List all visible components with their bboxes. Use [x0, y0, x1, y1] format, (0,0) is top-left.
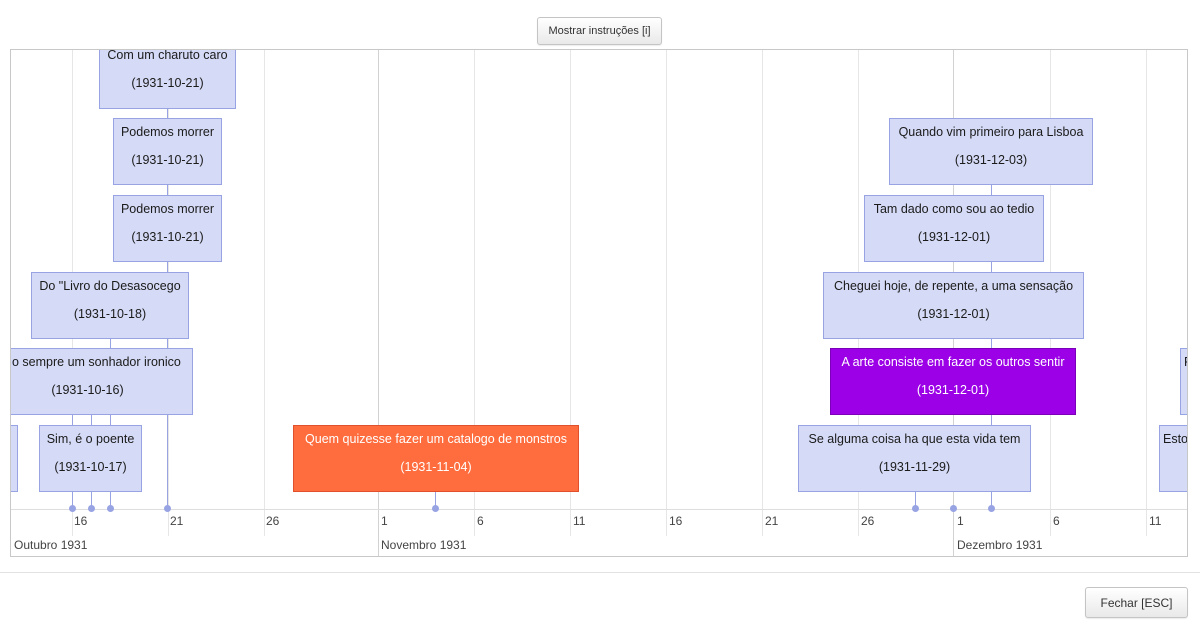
timeline-event[interactable]: Se alguma coisa ha que esta vida tem (19… [798, 425, 1031, 492]
timeline-event[interactable]: Do "Livro do Desasocego (1931-10-18) [31, 272, 189, 339]
timeline-day-ticks: 16 21 26 1 6 11 16 21 26 1 6 11 [11, 50, 1187, 556]
timeline-event[interactable]: Com um charuto caro (1931-10-21) [99, 49, 236, 109]
tick-label: 16 [74, 514, 88, 528]
event-marker-dot[interactable] [912, 505, 919, 512]
tick-label: 6 [1053, 514, 1060, 528]
tick-label: 26 [266, 514, 280, 528]
timeline-event[interactable]: Sim, é o poente (1931-10-17) [39, 425, 142, 492]
timeline-event-highlighted[interactable]: A arte consiste em fazer os outros senti… [830, 348, 1076, 415]
tick-label: 6 [477, 514, 484, 528]
timeline-event[interactable]: o sempre um sonhador ironico (1931-10-16… [11, 348, 193, 415]
timeline-event[interactable]: Tam dado como sou ao tedio (1931-12-01) [864, 195, 1044, 262]
timeline-event-markers [11, 50, 1187, 556]
tick-label: 21 [170, 514, 184, 528]
event-title: Tam dado como sou ao tedio [873, 202, 1035, 216]
timeline-event-selected[interactable]: Quem quizesse fazer um catalogo de monst… [293, 425, 579, 492]
event-marker-dot[interactable] [432, 505, 439, 512]
event-connector [435, 491, 436, 509]
gridline [1146, 50, 1147, 536]
timeline-event[interactable] [11, 425, 18, 492]
tick-label: 11 [573, 514, 586, 528]
event-marker-dot[interactable] [88, 505, 95, 512]
event-marker-dot[interactable] [164, 505, 171, 512]
event-date: (1931-12-01) [917, 230, 991, 244]
event-title: Quando vim primeiro para Lisboa [898, 125, 1084, 139]
event-date: (1931-12-01) [916, 383, 990, 397]
event-title: Podemos morrer [120, 125, 215, 139]
event-title: Podemos morrer [120, 202, 215, 216]
tick-label: 26 [861, 514, 875, 528]
timeline-view[interactable]: 16 21 26 1 6 11 16 21 26 1 6 11 Outubro … [10, 49, 1188, 557]
timeline-event[interactable]: F [1180, 348, 1187, 415]
event-date: (1931-11-04) [400, 460, 472, 474]
event-date: (1931-10-18) [73, 307, 147, 321]
close-button[interactable]: Fechar [ESC] [1085, 587, 1188, 618]
month-gridline [378, 50, 379, 556]
gridline [474, 50, 475, 536]
event-date: (1931-12-03) [954, 153, 1028, 167]
event-date: (1931-12-01) [917, 307, 990, 321]
event-date: (1931-11-29) [878, 460, 951, 474]
event-title: Se alguma coisa ha que esta vida tem [808, 432, 1021, 446]
timeline-event[interactable]: Podemos morrer (1931-10-21) [113, 195, 222, 262]
timeline-axis [11, 509, 1187, 510]
tick-label: 11 [1149, 514, 1162, 528]
event-title: A arte consiste em fazer os outros senti… [841, 355, 1065, 369]
tick-label: 21 [765, 514, 779, 528]
timeline-event[interactable]: Podemos morrer (1931-10-21) [113, 118, 222, 185]
event-date: (1931-10-21) [131, 230, 204, 244]
event-title: Cheguei hoje, de repente, a uma sensação [833, 279, 1074, 293]
gridline [762, 50, 763, 536]
event-date: (1931-10-21) [131, 76, 204, 90]
event-connector [110, 337, 111, 509]
tick-label: 16 [669, 514, 683, 528]
event-title: F [1181, 355, 1187, 369]
event-date: (1931-10-21) [131, 153, 204, 167]
event-marker-dot[interactable] [950, 505, 957, 512]
timeline-event[interactable]: Quando vim primeiro para Lisboa (1931-12… [889, 118, 1093, 185]
tick-label: 1 [957, 514, 964, 528]
event-date: (1931-10-16) [51, 383, 124, 397]
timeline-month-labels: Outubro 1931 Novembro 1931 Dezembro 1931 [11, 50, 1187, 556]
gridline [570, 50, 571, 536]
event-title: o sempre um sonhador ironico [12, 355, 181, 369]
month-label: Novembro 1931 [381, 538, 467, 552]
timeline-event[interactable]: Cheguei hoje, de repente, a uma sensação… [823, 272, 1084, 339]
month-label: Dezembro 1931 [957, 538, 1043, 552]
event-title: Quem quizesse fazer um catalogo de monst… [305, 432, 567, 446]
event-title: Esto [1163, 432, 1188, 446]
event-connector [915, 491, 916, 509]
tick-label: 1 [381, 514, 388, 528]
footer-divider [0, 572, 1200, 573]
show-instructions-button[interactable]: Mostrar instruções [i] [537, 17, 662, 45]
timeline-events: Com um charuto caro (1931-10-21) Podemos… [11, 50, 1187, 556]
event-title: Sim, é o poente [46, 432, 135, 446]
event-marker-dot[interactable] [69, 505, 76, 512]
event-marker-dot[interactable] [107, 505, 114, 512]
gridline [264, 50, 265, 536]
timeline-event[interactable]: Esto [1159, 425, 1188, 492]
event-date: (1931-10-17) [54, 460, 127, 474]
event-marker-dot[interactable] [988, 505, 995, 512]
month-label: Outubro 1931 [14, 538, 88, 552]
event-title: Com um charuto caro [107, 49, 228, 62]
event-title: Do "Livro do Desasocego [39, 279, 181, 293]
event-connector [991, 184, 992, 509]
gridline [666, 50, 667, 536]
